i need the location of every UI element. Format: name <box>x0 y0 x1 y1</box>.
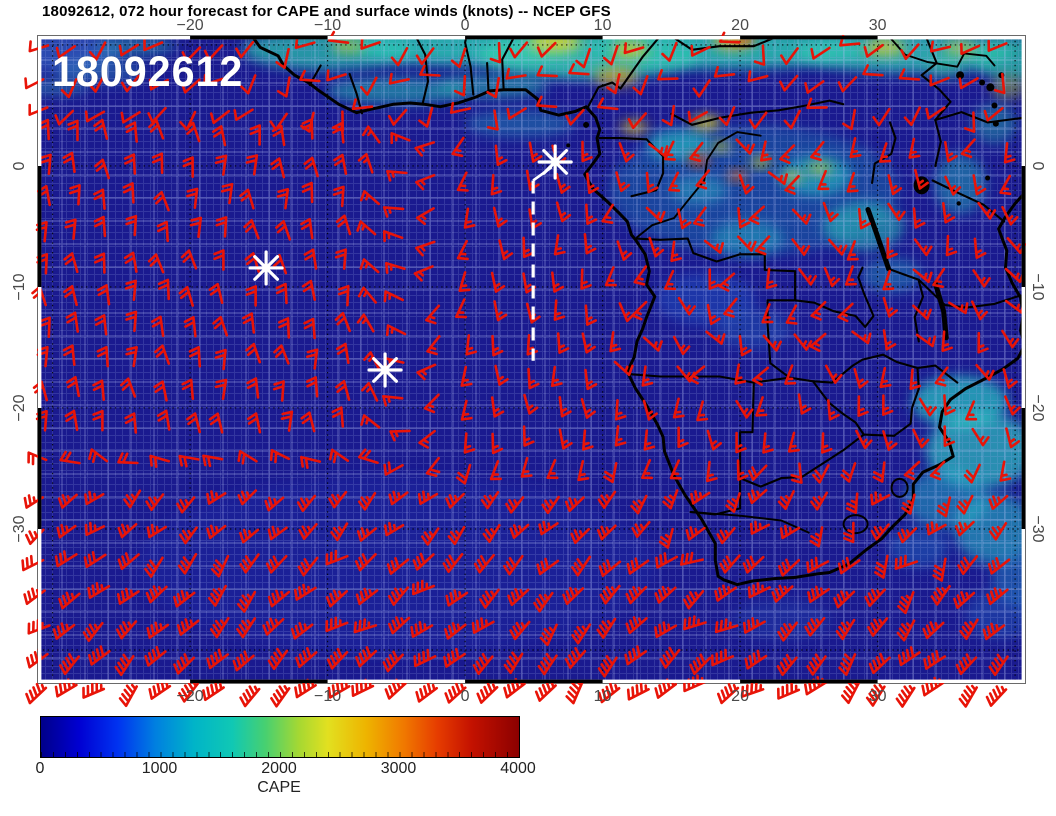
lon-tick-label: 30 <box>868 688 887 705</box>
lat-tick-label: 0 <box>11 161 28 171</box>
map-canvas <box>21 30 1026 708</box>
colorbar-ticks <box>41 752 519 757</box>
colorbar-tick-label: 3000 <box>380 760 417 777</box>
colorbar-tick-label: 0 <box>35 760 45 777</box>
marker-asterisk-icon <box>542 149 569 175</box>
cape-field-layer <box>38 36 1025 683</box>
lon-tick-label: 20 <box>731 17 749 34</box>
lon-tick-label: −20 <box>176 17 204 34</box>
colorbar-tick-label: 1000 <box>141 760 178 777</box>
lat-tick-label: −10 <box>11 273 28 301</box>
lon-tick-label: −20 <box>176 688 204 705</box>
lon-tick-label: 0 <box>460 688 470 705</box>
lon-tick-label: 20 <box>731 688 749 705</box>
lon-tick-label: 0 <box>460 17 470 34</box>
map-panel: 18092612 <box>21 30 1026 708</box>
colorbar-tick-label: 4000 <box>500 760 536 777</box>
lon-tick-label: −10 <box>314 17 342 34</box>
lon-tick-label: 10 <box>593 17 612 34</box>
lon-tick-label: −10 <box>314 688 342 705</box>
lat-tick-label: 0 <box>1029 161 1046 171</box>
colorbar-gradient <box>40 716 520 758</box>
lon-tick-label: 10 <box>593 688 612 705</box>
graticule <box>38 36 1025 683</box>
lat-tick-label: −30 <box>11 515 28 543</box>
lake-victoria <box>913 176 930 195</box>
lat-tick-label: −20 <box>11 394 28 422</box>
figure-title: 18092612, 072 hour forecast for CAPE and… <box>42 3 611 20</box>
marker-asterisk-icon <box>253 255 280 281</box>
position-markers <box>248 144 573 388</box>
map-frame-segments <box>38 36 1025 683</box>
lat-tick-label: −30 <box>1029 515 1046 543</box>
marker-asterisk-icon <box>372 357 398 383</box>
lat-tick-label: −10 <box>1029 273 1046 301</box>
colorbar-tick-label: 2000 <box>261 760 297 777</box>
lat-tick-label: −20 <box>1029 394 1046 422</box>
lon-tick-label: 30 <box>868 17 887 34</box>
colorbar-caption: CAPE <box>257 779 301 796</box>
run-stamp: 18092612 <box>52 48 244 96</box>
